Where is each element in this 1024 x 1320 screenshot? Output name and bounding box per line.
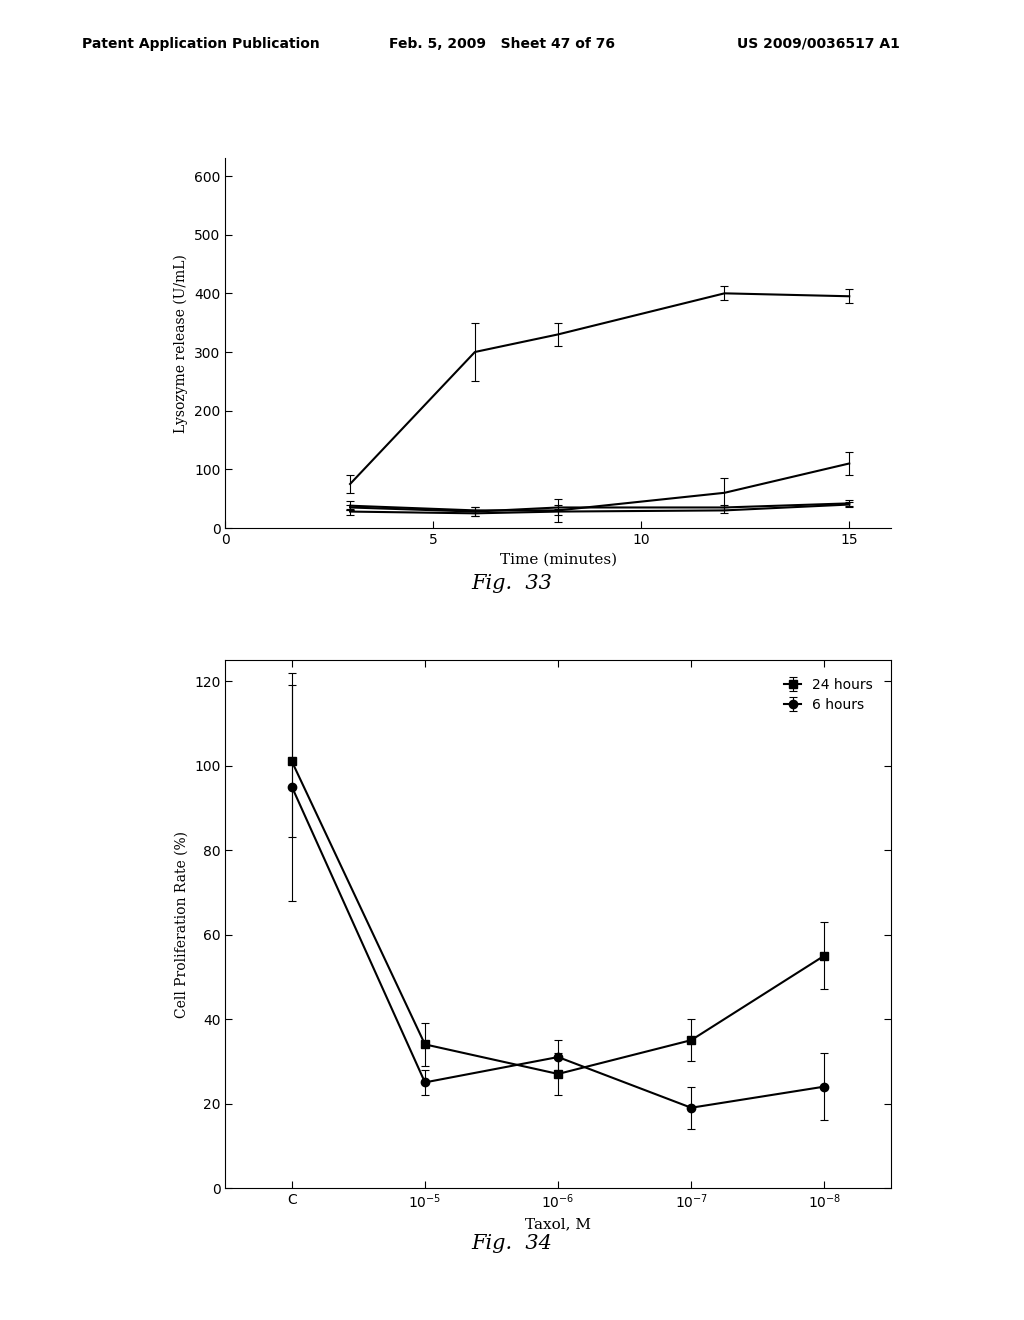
Y-axis label: Cell Proliferation Rate (%): Cell Proliferation Rate (%) [174,830,188,1018]
Text: US 2009/0036517 A1: US 2009/0036517 A1 [737,37,900,51]
X-axis label: Taxol, M: Taxol, M [525,1217,591,1232]
X-axis label: Time (minutes): Time (minutes) [500,552,616,566]
Text: Fig.  33: Fig. 33 [472,574,552,593]
Text: Fig.  34: Fig. 34 [472,1234,552,1253]
Text: Feb. 5, 2009   Sheet 47 of 76: Feb. 5, 2009 Sheet 47 of 76 [389,37,615,51]
Legend: 24 hours, 6 hours: 24 hours, 6 hours [773,667,884,723]
Y-axis label: Lysozyme release (U/mL): Lysozyme release (U/mL) [174,253,188,433]
Text: Patent Application Publication: Patent Application Publication [82,37,319,51]
